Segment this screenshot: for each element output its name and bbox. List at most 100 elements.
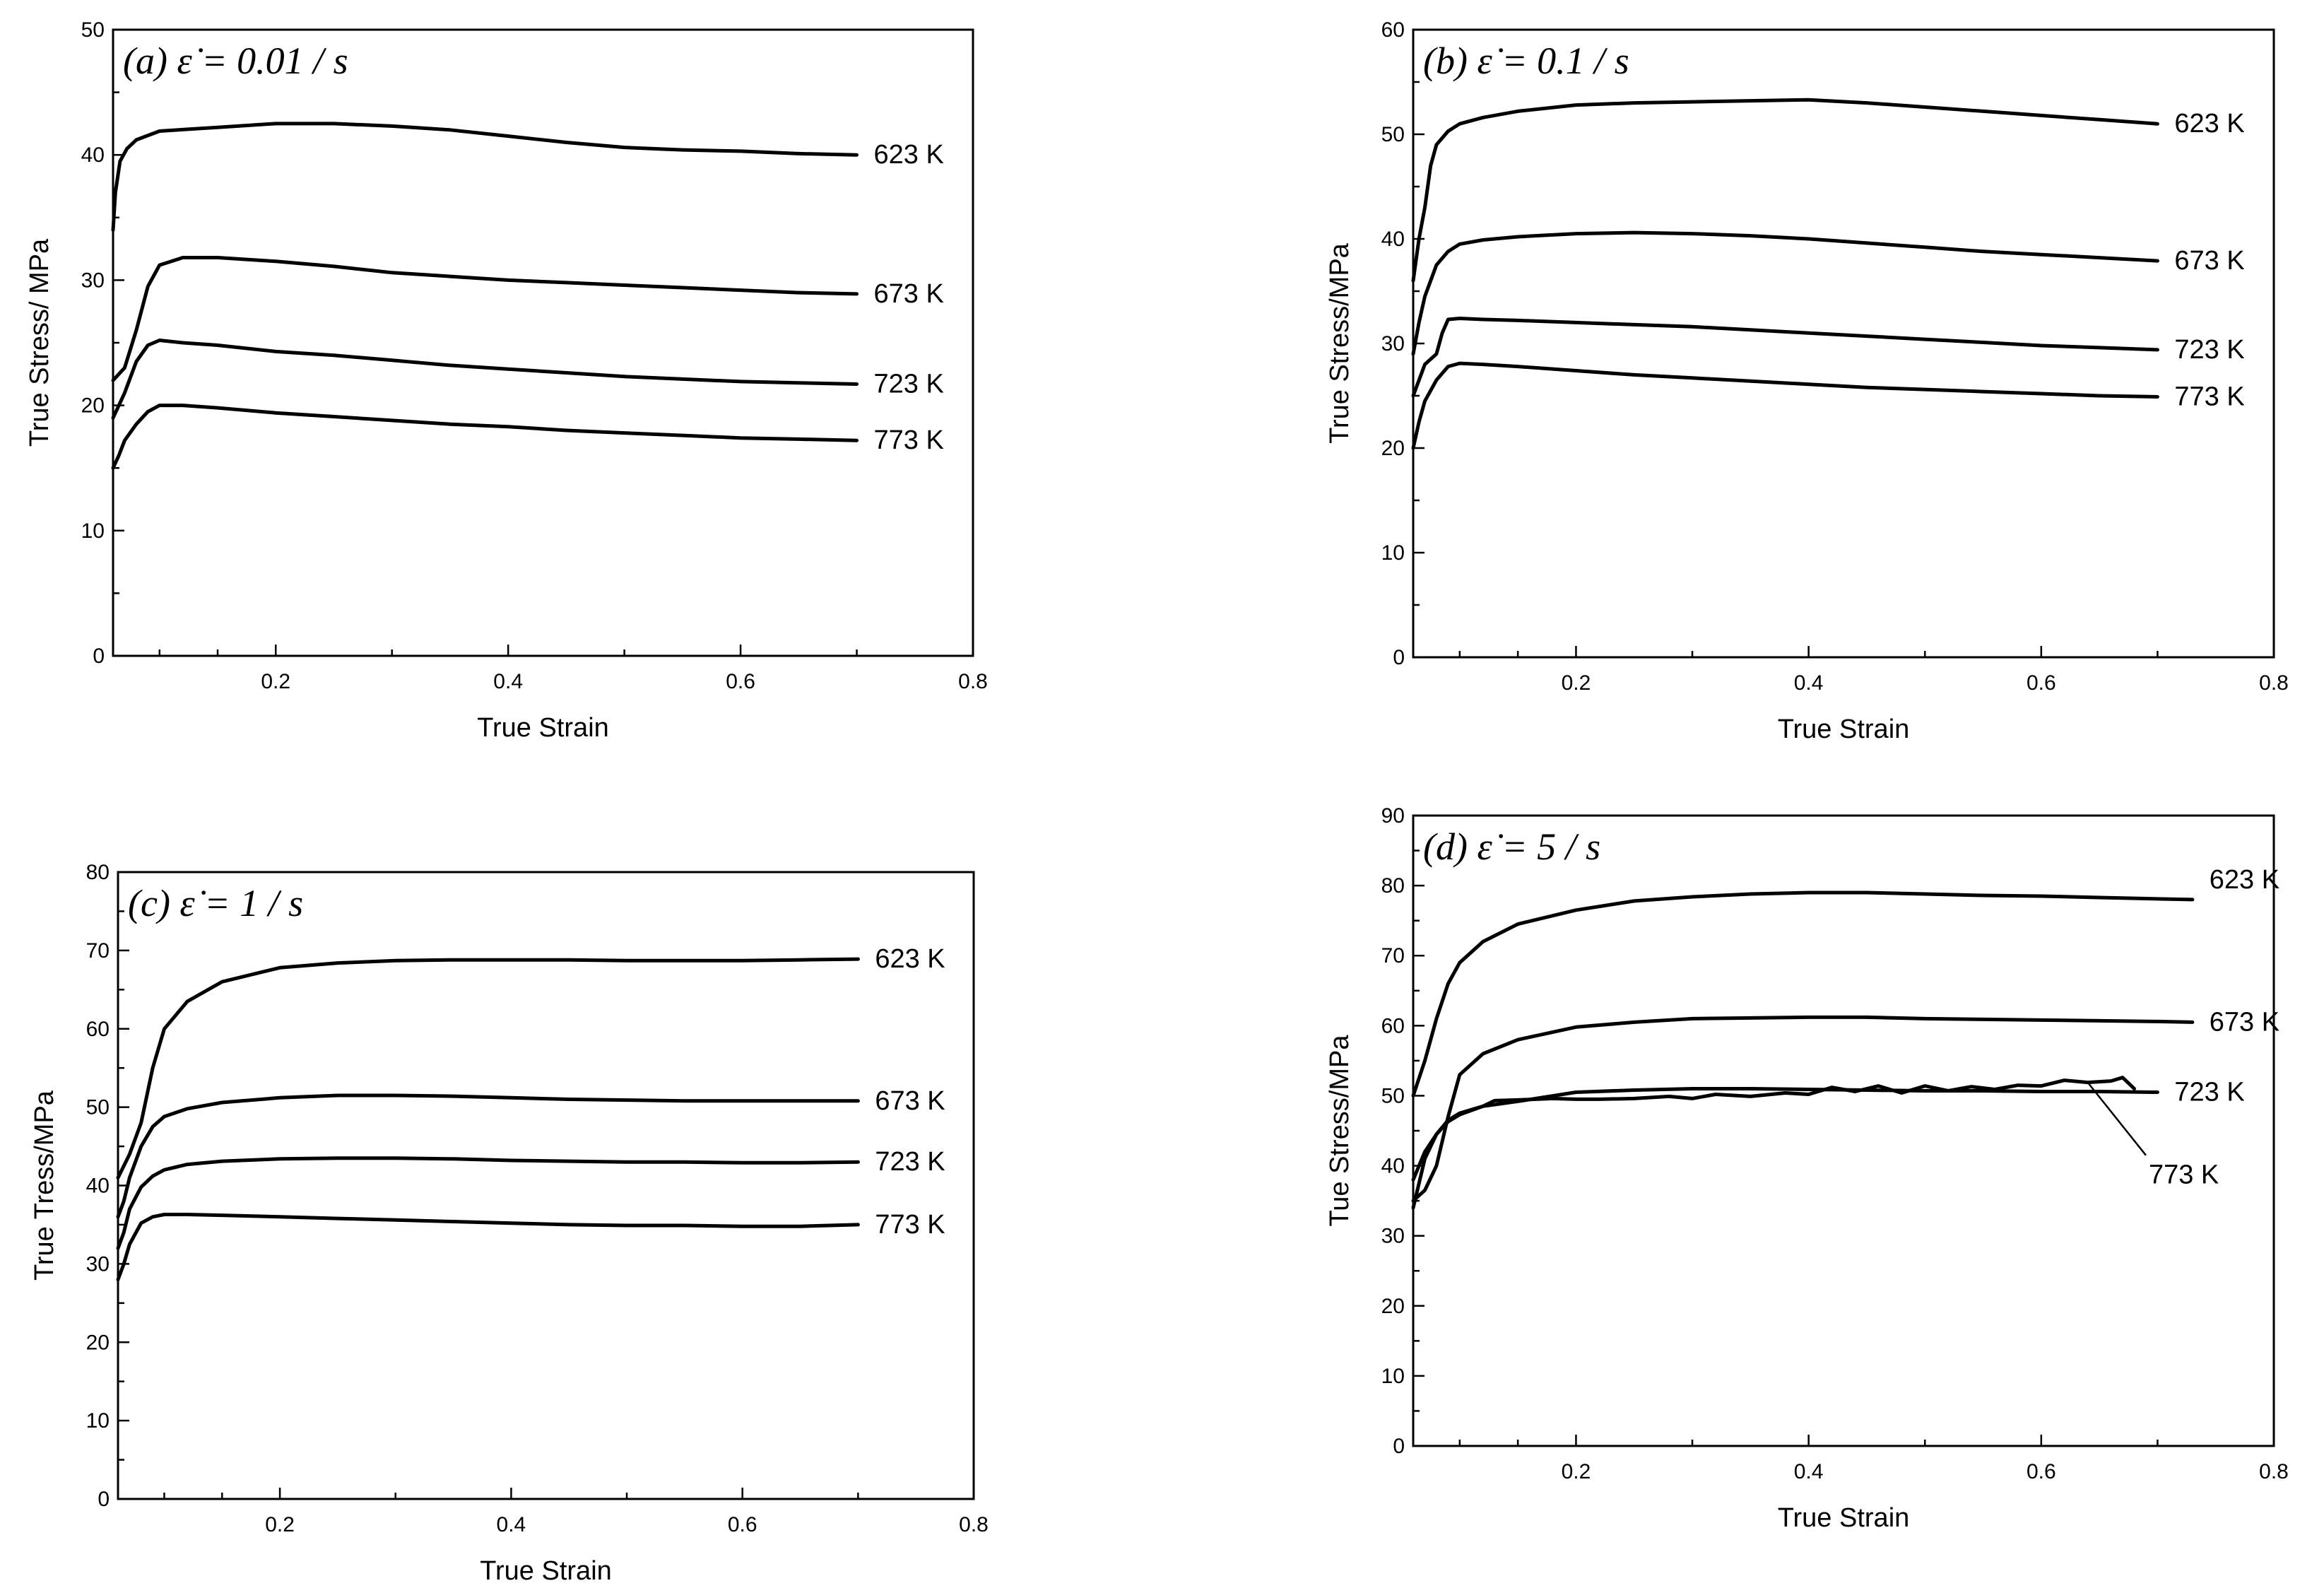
panel-c-y-tick-label: 0 — [98, 1488, 110, 1511]
panel-a-series-label: 723 K — [874, 369, 944, 399]
panel-d-x-tick-label: 0.8 — [2259, 1460, 2289, 1483]
panel-a-x-tick-label: 0.8 — [958, 670, 988, 693]
panel-b-title: (b) ε̇ = 0.1 / s — [1423, 40, 1629, 82]
panel-a-chart: 0 10 20 30 40 50 0.2 0.4 0.6 0.8 True Strain True S… — [25, 18, 988, 743]
panel-b-series-label: 773 K — [2174, 382, 2244, 411]
panel-d-y-tick-label: 30 — [1381, 1225, 1405, 1248]
panel-d-series-623k — [1411, 890, 2195, 1098]
panel-d-series-label: 723 K — [2174, 1077, 2244, 1107]
panel-c-title: (c) ε̇ = 1 / s — [128, 882, 303, 924]
panel-c-y-tick-label: 40 — [86, 1175, 110, 1198]
panel-b-series-673k — [1411, 230, 2159, 356]
panel-c-chart: 0 10 20 30 40 50 60 70 80 0.2 0.4 0.6 0.8 True Strain… — [30, 861, 989, 1586]
panel-b-y-axis-label: True Stress/MPa — [1325, 242, 1355, 444]
panel-d-plot-frame — [1412, 814, 2275, 1447]
panel-a-title: (a) ε̇ = 0.01 / s — [123, 40, 348, 82]
panel-a-x-tick-label: 0.6 — [726, 670, 755, 693]
panel-c-y-axis-label: True Tress/MPa — [30, 1090, 59, 1281]
panel-d-x-tick-label: 0.2 — [1562, 1460, 1591, 1483]
panel-b-y-tick-label: 30 — [1381, 332, 1405, 355]
panel-d-series-label: 623 K — [2210, 865, 2279, 895]
panel-d-x-axis-label: True Strain — [1778, 1503, 1910, 1533]
panel-a-series-label: 623 K — [874, 140, 944, 170]
panel-a-y-tick-label: 20 — [81, 394, 105, 418]
panel-c-x-tick-label: 0.8 — [959, 1513, 989, 1536]
panel-c-series-label: 673 K — [875, 1086, 945, 1116]
panel-b-series-label: 673 K — [2174, 246, 2244, 276]
panel-c-y-tick-label: 70 — [86, 939, 110, 963]
panel-d-y-tick-label: 70 — [1381, 944, 1405, 967]
panel-d-series-773k — [1411, 1076, 2136, 1182]
panel-a-y-tick-label: 50 — [81, 18, 105, 42]
panel-c-series-label: 773 K — [875, 1210, 945, 1240]
panel-d-y-tick-label: 10 — [1381, 1365, 1405, 1388]
panel-b-x-tick-label: 0.6 — [2027, 671, 2056, 695]
panel-d-chart: 0 10 20 30 40 50 60 70 80 90 0.2 0.4 0.6 0.8 True Stra… — [1325, 804, 2289, 1533]
panel-c-series-623k — [116, 957, 860, 1180]
panel-a-plot-frame — [112, 28, 974, 657]
panel-d-y-tick-label: 60 — [1381, 1014, 1405, 1037]
panel-a-y-tick-label: 30 — [81, 269, 105, 292]
panel-a-series-723k — [111, 339, 859, 420]
panel-a-series-773k — [111, 404, 859, 470]
panel-b-x-axis-label: True Strain — [1778, 714, 1910, 744]
panel-b-series-label: 723 K — [2174, 335, 2244, 365]
panel-c-x-tick-label: 0.6 — [728, 1513, 757, 1536]
panel-a-x-tick-label: 0.2 — [261, 670, 290, 693]
panel-d-x-tick-label: 0.4 — [1794, 1460, 1824, 1483]
panel-c-x-tick-label: 0.2 — [265, 1513, 295, 1536]
panel-c-y-tick-label: 50 — [86, 1096, 110, 1119]
panel-b-series-723k — [1411, 317, 2159, 398]
panel-d-annotation-leader — [2087, 1081, 2147, 1156]
panel-d-y-tick-label: 0 — [1393, 1435, 1405, 1458]
panel-a-x-tick-label: 0.4 — [493, 670, 523, 693]
panel-b-chart: 0 10 20 30 40 50 60 0.2 0.4 0.6 0.8 True Strain True… — [1325, 18, 2289, 744]
panel-b-series-623k — [1411, 98, 2159, 283]
panel-d-series-673k — [1411, 1015, 2195, 1203]
panel-d-y-tick-label: 20 — [1381, 1295, 1405, 1318]
panel-a-series-label: 773 K — [874, 425, 944, 455]
panel-a-x-axis-label: True Strain — [477, 713, 609, 743]
panel-b-series-label: 623 K — [2174, 109, 2244, 139]
panel-d-y-axis-label: Tue Stress/MPa — [1325, 1035, 1355, 1227]
panel-a-series-label: 673 K — [874, 279, 944, 309]
panel-b-y-tick-label: 10 — [1381, 541, 1405, 565]
panel-d-annotation-label: 773 K — [2149, 1160, 2219, 1190]
panel-a-y-axis-label: True Stress/ MPa — [25, 238, 54, 447]
panel-a-y-tick-label: 10 — [81, 519, 105, 543]
panel-d-series-label: 673 K — [2210, 1007, 2279, 1037]
panel-c-series-723k — [116, 1156, 860, 1250]
panel-a-series-673k — [111, 256, 859, 382]
panel-b-x-tick-label: 0.4 — [1794, 671, 1824, 695]
panel-c-x-tick-label: 0.4 — [497, 1513, 526, 1536]
panel-d-y-tick-label: 40 — [1381, 1155, 1405, 1178]
panel-d-y-tick-label: 50 — [1381, 1084, 1405, 1107]
panel-a-y-tick-label: 40 — [81, 143, 105, 167]
panel-d-y-tick-label: 80 — [1381, 874, 1405, 898]
panel-c-y-tick-label: 30 — [86, 1252, 110, 1276]
panel-c-series-773k — [116, 1213, 860, 1281]
panel-d-y-tick-label: 90 — [1381, 804, 1405, 828]
panel-a-series-623k — [111, 122, 859, 232]
panel-a-y-tick-label: 0 — [93, 645, 105, 668]
panel-b-y-tick-label: 20 — [1381, 437, 1405, 460]
panel-b-series-773k — [1411, 361, 2159, 450]
panel-c-series-label: 623 K — [875, 944, 945, 974]
panel-d-title: (d) ε̇ = 5 / s — [1423, 825, 1600, 868]
panel-d-series-723k — [1411, 1087, 2159, 1210]
panel-c-y-tick-label: 20 — [86, 1331, 110, 1354]
panel-b-x-tick-label: 0.2 — [1562, 671, 1591, 695]
panel-c-x-axis-label: True Strain — [480, 1556, 612, 1586]
panel-c-y-tick-label: 60 — [86, 1018, 110, 1041]
panel-b-y-tick-label: 50 — [1381, 123, 1405, 146]
panel-c-y-tick-label: 80 — [86, 861, 110, 884]
panel-c-series-673k — [116, 1093, 860, 1219]
panel-c-plot-frame — [117, 871, 975, 1500]
panel-b-y-tick-label: 60 — [1381, 18, 1405, 42]
panel-d-x-tick-label: 0.6 — [2027, 1460, 2056, 1483]
panel-b-y-tick-label: 0 — [1393, 646, 1405, 669]
panel-c-y-tick-label: 10 — [86, 1409, 110, 1433]
panel-c-series-label: 723 K — [875, 1147, 945, 1177]
panel-b-y-tick-label: 40 — [1381, 228, 1405, 251]
